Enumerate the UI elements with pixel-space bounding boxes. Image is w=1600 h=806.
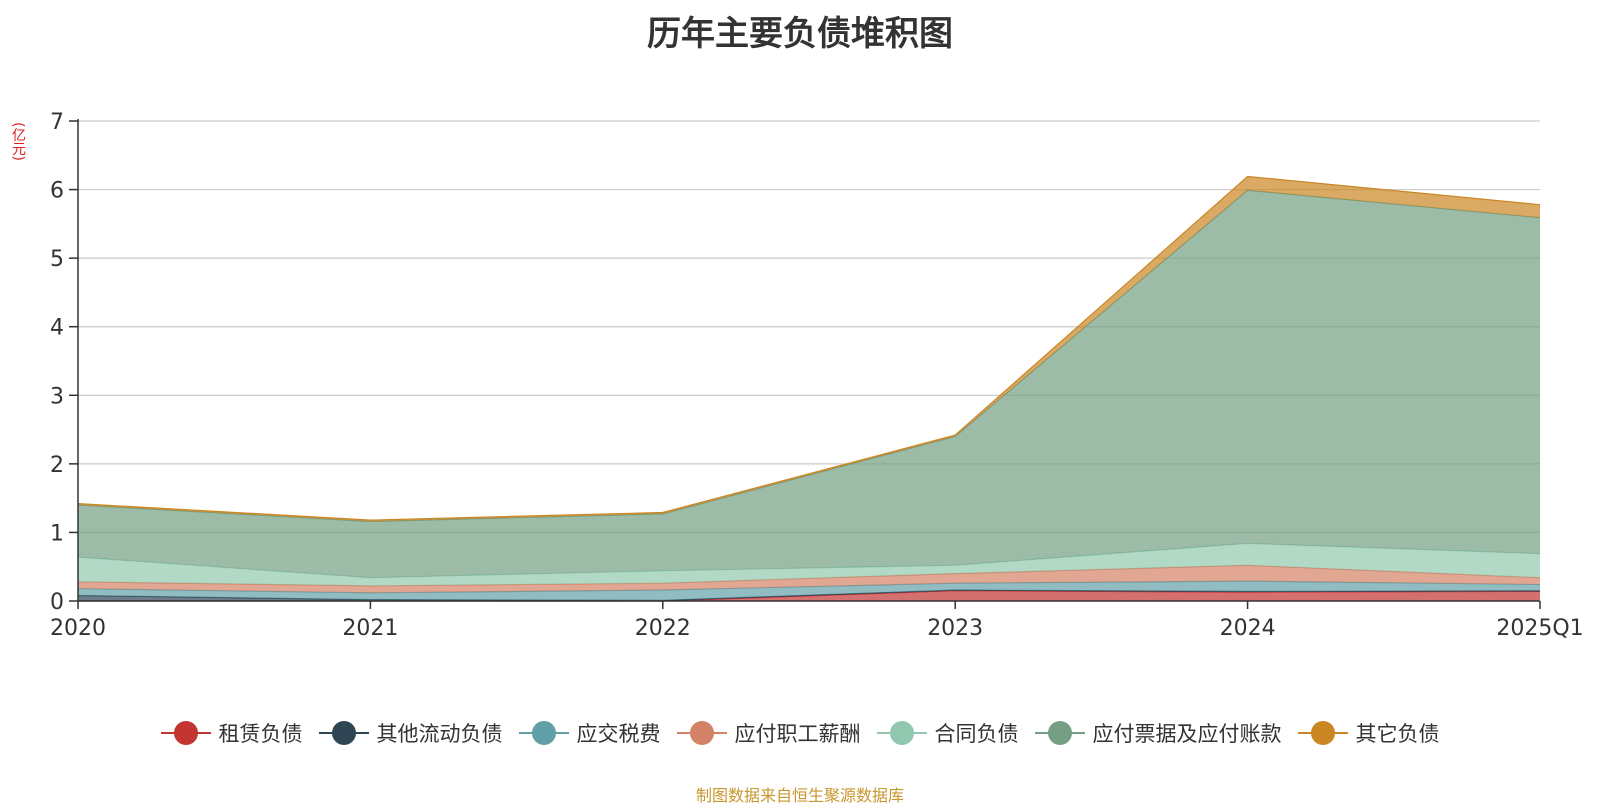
legend-label: 应付票据及应付账款	[1092, 722, 1282, 746]
x-tick-label: 2024	[1220, 616, 1276, 641]
legend-item[interactable]: 应付票据及应付账款	[1034, 718, 1282, 748]
x-tick-label: 2020	[50, 616, 106, 641]
legend-label: 租赁负债	[218, 722, 303, 746]
x-tick-label: 2025Q1	[1496, 616, 1583, 641]
x-tick-label: 2022	[635, 616, 691, 641]
y-tick-label: 5	[50, 247, 64, 272]
y-tick-label: 1	[50, 521, 64, 546]
legend-marker-icon	[160, 720, 211, 746]
legend-item[interactable]: 租赁负债	[160, 718, 303, 748]
y-tick-label: 6	[50, 179, 64, 204]
x-tick-label: 2023	[927, 616, 983, 641]
y-tick-label: 4	[50, 316, 64, 341]
y-axis-unit-label: (亿元)	[10, 122, 26, 161]
legend-marker-icon	[318, 720, 369, 746]
data-source-note: 制图数据来自恒生聚源数据库	[695, 786, 904, 805]
area-应付职工薪酬	[78, 565, 1540, 593]
area-应交税费	[78, 581, 1540, 601]
y-tick-label: 2	[50, 453, 64, 478]
area-应付票据及应付账款	[78, 190, 1540, 578]
axes: 0 1 2 3 4 5 6 7 2020 2021 2022 2023 2024 2025Q1	[50, 110, 1584, 641]
y-tick-label: 7	[50, 110, 64, 135]
legend-marker-icon	[676, 720, 727, 746]
legend-marker-icon	[518, 720, 569, 746]
chart-legend: 租赁负债 其他流动负债 应交税费 应付职工薪酬 合同负债 应付票据及应付账款 其它负债	[0, 718, 1600, 748]
legend-item[interactable]: 合同负债	[876, 718, 1019, 748]
legend-label: 其它负债	[1355, 722, 1440, 746]
x-tick-label: 2021	[342, 616, 398, 641]
legend-item[interactable]: 其它负债	[1297, 718, 1440, 748]
legend-marker-icon	[1034, 720, 1085, 746]
chart-title: 历年主要负债堆积图	[647, 14, 953, 54]
y-tick-label: 3	[50, 384, 64, 409]
area-合同负债	[78, 543, 1540, 586]
legend-item[interactable]: 应付职工薪酬	[676, 718, 861, 748]
area-租赁负债	[78, 590, 1540, 601]
legend-item[interactable]: 应交税费	[518, 718, 661, 748]
legend-item[interactable]: 其他流动负债	[318, 718, 503, 748]
y-tick-label: 0	[50, 590, 64, 615]
series-line-其它负债	[77, 175, 1541, 521]
legend-label: 应交税费	[576, 722, 661, 746]
legend-label: 其他流动负债	[376, 722, 503, 746]
legend-marker-icon	[876, 720, 927, 746]
legend-marker-icon	[1297, 720, 1348, 746]
legend-label: 应付职工薪酬	[734, 722, 861, 746]
legend-label: 合同负债	[934, 722, 1019, 746]
area-series	[77, 175, 1541, 602]
